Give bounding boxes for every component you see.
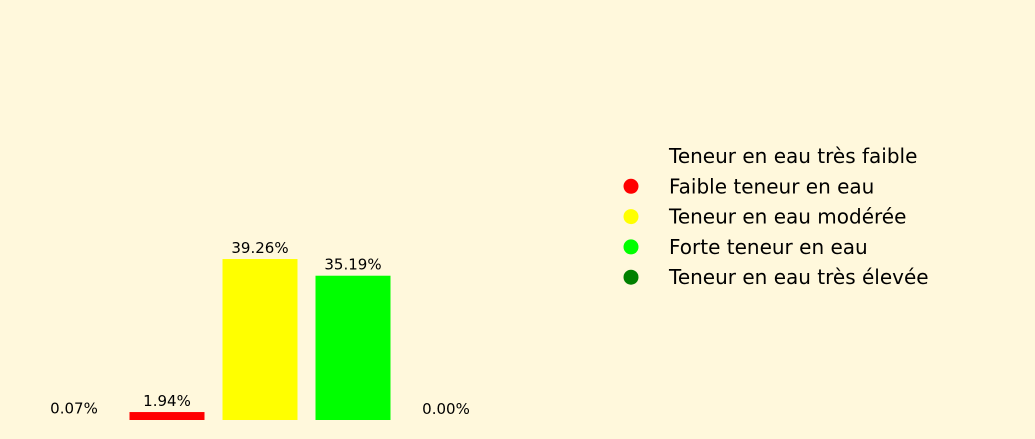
bar-2	[130, 412, 205, 420]
legend-label-3: Teneur en eau modérée	[668, 205, 906, 229]
bar-3	[223, 259, 298, 420]
legend-item-3: Teneur en eau modérée	[624, 205, 907, 229]
legend-item-5: Teneur en eau très élevée	[624, 265, 929, 289]
legend-item-2: Faible teneur en eau	[624, 174, 875, 198]
legend-label-4: Forte teneur en eau	[669, 235, 868, 259]
legend-marker-2	[624, 179, 639, 194]
bar-4	[316, 276, 391, 420]
legend-label-5: Teneur en eau très élevée	[668, 265, 929, 289]
legend-marker-5	[624, 270, 639, 285]
value-label-2: 1.94%	[143, 392, 191, 410]
bars-group	[37, 259, 391, 420]
value-label-4: 35.19%	[324, 256, 381, 274]
legend-item-4: Forte teneur en eau	[624, 235, 868, 259]
legend-item-1: Teneur en eau très faible	[624, 144, 918, 168]
legend-marker-1	[624, 149, 639, 164]
value-label-3: 39.26%	[231, 239, 288, 257]
legend-label-2: Faible teneur en eau	[669, 174, 874, 198]
legend-label-1: Teneur en eau très faible	[668, 144, 917, 168]
legend-marker-3	[624, 209, 639, 224]
legend: Teneur en eau très faible Faible teneur e…	[624, 144, 929, 289]
legend-marker-4	[624, 239, 639, 254]
value-label-1: 0.07%	[50, 400, 98, 418]
value-label-5: 0.00%	[422, 400, 470, 418]
